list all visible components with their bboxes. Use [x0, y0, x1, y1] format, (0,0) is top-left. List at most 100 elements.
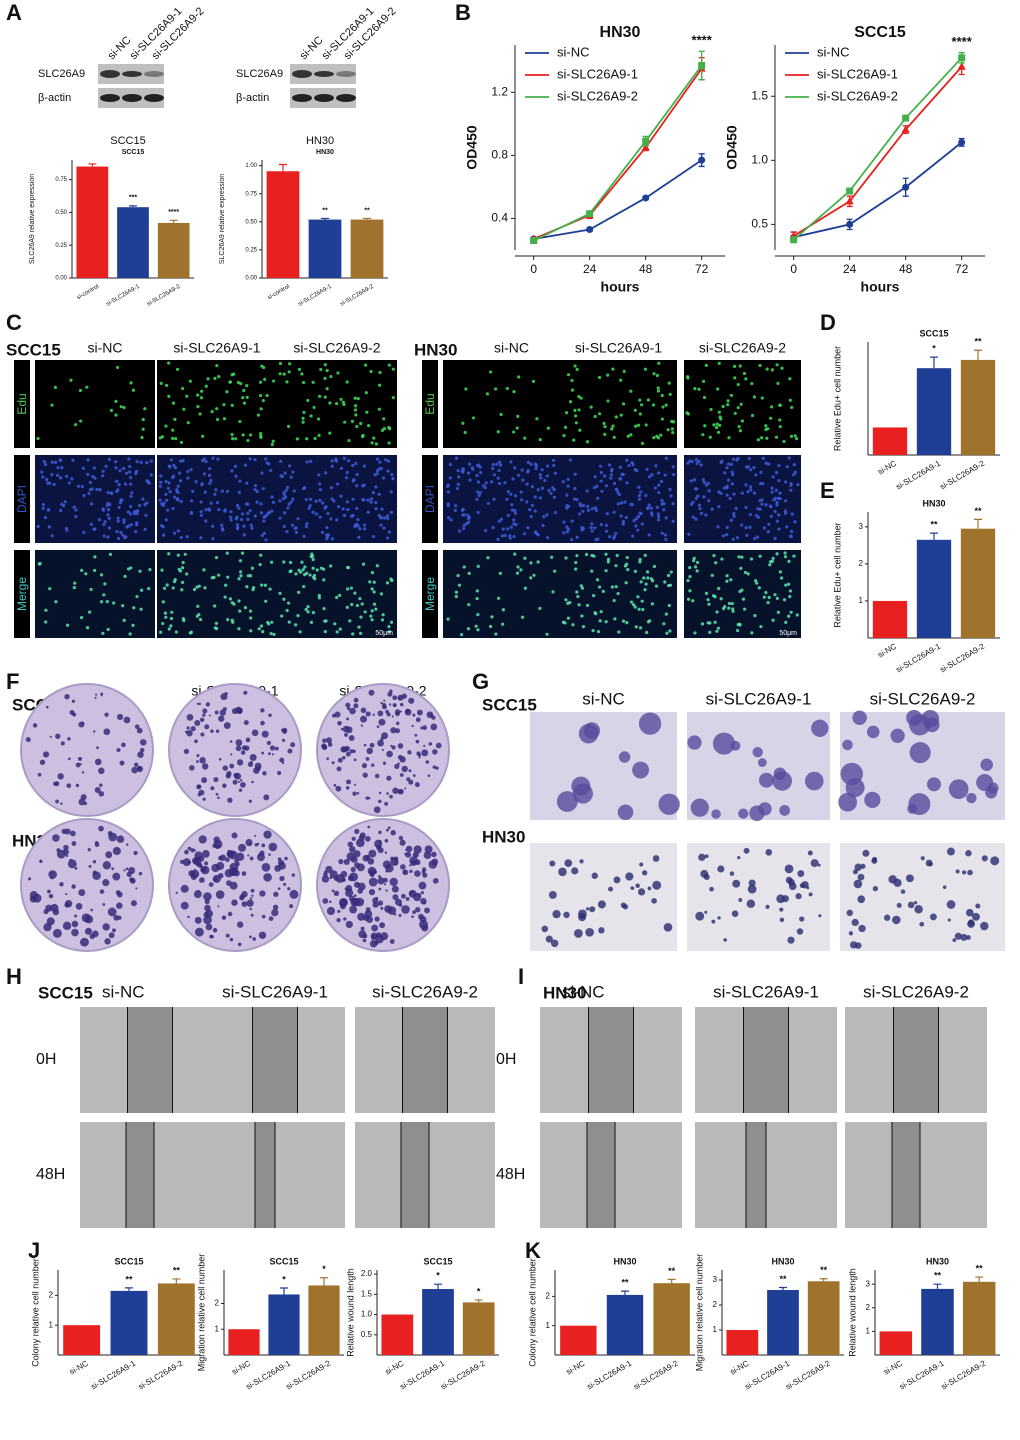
x-axis-label: hours: [861, 279, 900, 295]
colony: [399, 710, 402, 713]
nucleus: [564, 556, 568, 560]
colony: [374, 773, 380, 779]
y-tick-label: 3: [866, 1279, 871, 1288]
cell: [797, 870, 805, 878]
colony: [379, 922, 386, 929]
nucleus: [298, 630, 302, 634]
cell: [842, 739, 853, 751]
nucleus: [564, 411, 569, 415]
cell: [663, 922, 673, 932]
x-tick-label: si-SLC26A9-2: [938, 458, 986, 491]
nucleus: [708, 630, 712, 634]
nucleus: [73, 423, 78, 427]
colony: [337, 909, 341, 913]
nucleus: [240, 551, 245, 555]
x-tick-label: si-NC: [876, 459, 898, 477]
cell: [564, 859, 573, 868]
cell: [687, 735, 702, 750]
bar: [767, 1290, 799, 1355]
colony: [420, 726, 424, 730]
y-tick-label: 2: [859, 559, 864, 568]
colony: [128, 866, 136, 875]
nucleus: [194, 480, 198, 484]
nucleus: [725, 493, 729, 497]
nucleus: [561, 620, 566, 624]
colony: [396, 721, 400, 726]
nucleus: [778, 418, 782, 422]
nucleus: [484, 481, 488, 485]
nucleus: [785, 525, 789, 529]
colony: [374, 896, 379, 901]
nucleus: [106, 627, 110, 632]
colony: [57, 773, 64, 780]
nucleus: [664, 456, 668, 460]
colony: [189, 765, 195, 771]
nucleus: [667, 381, 671, 385]
bar: [117, 207, 149, 278]
nucleus: [313, 436, 317, 441]
nucleus: [729, 518, 733, 523]
nucleus: [60, 466, 64, 470]
colony: [203, 911, 210, 918]
nucleus: [325, 368, 329, 373]
nucleus: [612, 598, 616, 603]
nucleus: [748, 525, 752, 529]
nucleus: [46, 481, 50, 485]
colony: [224, 869, 234, 878]
colony: [134, 724, 140, 730]
cell: [591, 872, 598, 879]
panel-label: K: [525, 1238, 541, 1263]
cell: [980, 921, 989, 931]
y-tick-label: 2: [49, 1290, 54, 1299]
nucleus: [668, 487, 672, 492]
bar: [76, 166, 109, 278]
cell: [967, 920, 976, 928]
nucleus: [346, 587, 350, 591]
nucleus: [196, 404, 200, 409]
line: [793, 141, 963, 239]
cell: [573, 928, 583, 938]
colony: [246, 899, 254, 907]
nucleus: [311, 566, 315, 570]
colony: [55, 799, 59, 804]
colony: [378, 791, 382, 795]
nucleus: [667, 583, 671, 588]
chart-title: SCC15: [269, 1256, 298, 1266]
y-tick-label: 0.00: [55, 276, 67, 282]
nucleus: [638, 626, 643, 630]
nucleus: [387, 425, 391, 430]
colony: [390, 856, 395, 861]
nucleus: [574, 567, 578, 571]
nucleus: [766, 601, 770, 605]
colony: [365, 711, 371, 717]
colony: [251, 894, 254, 897]
nucleus: [593, 526, 597, 530]
nucleus: [350, 419, 355, 423]
nucleus: [626, 567, 630, 572]
nucleus: [253, 514, 257, 518]
nucleus: [771, 475, 775, 479]
nucleus: [74, 508, 78, 512]
nucleus: [248, 609, 253, 613]
colony: [187, 915, 190, 919]
nucleus: [359, 615, 363, 619]
nucleus: [161, 503, 166, 507]
cell: [545, 935, 553, 943]
nucleus: [457, 583, 462, 587]
nucleus: [718, 415, 722, 419]
nucleus: [259, 435, 263, 440]
colony: [377, 900, 384, 906]
nucleus: [324, 505, 328, 509]
cell: [864, 791, 881, 808]
nucleus: [645, 630, 649, 635]
colony: [37, 772, 42, 777]
nucleus: [182, 407, 186, 411]
nucleus: [491, 463, 495, 467]
nucleus: [755, 581, 759, 585]
nucleus: [579, 396, 583, 400]
colony: [412, 910, 416, 914]
nucleus: [508, 534, 512, 538]
nucleus: [510, 503, 514, 507]
nucleus: [454, 590, 459, 594]
nucleus: [536, 488, 540, 492]
